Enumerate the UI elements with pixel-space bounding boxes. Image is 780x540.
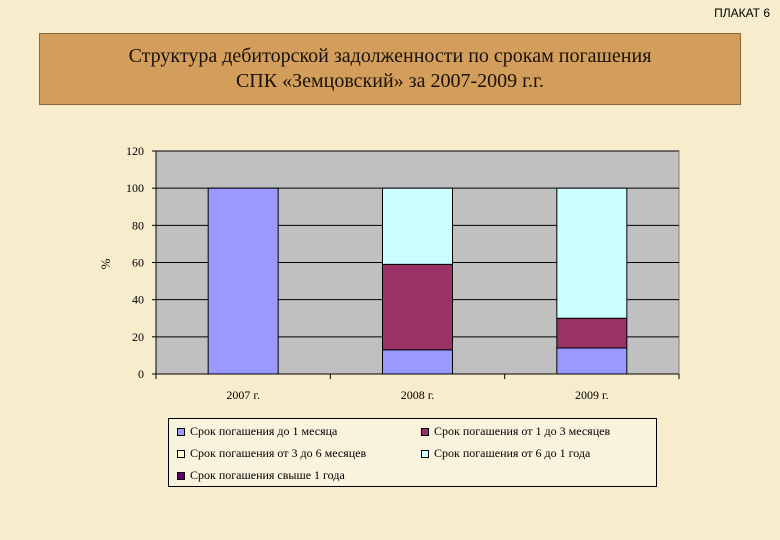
legend-label-3: Срок погашения от 3 до 6 месяцев bbox=[190, 446, 367, 460]
legend-swatch-3 bbox=[177, 449, 185, 458]
bar-3-series-2 bbox=[556, 317, 628, 349]
legend-swatch-1 bbox=[177, 427, 185, 436]
x-tick-label-1: 2007 г. bbox=[226, 388, 260, 402]
y-tick-label-60: 60 bbox=[132, 256, 144, 270]
title-line-1: Структура дебиторской задолженности по с… bbox=[128, 45, 652, 67]
y-tick-label-100: 100 bbox=[126, 181, 144, 195]
y-tick-label-40: 40 bbox=[132, 293, 144, 307]
legend-swatch-4 bbox=[421, 449, 429, 458]
y-axis-title: % bbox=[98, 258, 113, 270]
legend-item-4: Срок погашения от 6 до 1 года bbox=[421, 446, 590, 461]
x-tick-label-2: 2008 г. bbox=[401, 388, 435, 402]
legend-swatch-5 bbox=[177, 471, 185, 480]
bar-2-series-1 bbox=[382, 349, 453, 375]
legend-label-1: Срок погашения до 1 месяца bbox=[190, 424, 338, 438]
legend-item-1: Срок погашения до 1 месяца bbox=[177, 424, 337, 439]
y-tick-label-20: 20 bbox=[132, 330, 144, 344]
title-line-2: СПК «Земцовский» за 2007-2009 г.г. bbox=[235, 70, 545, 92]
legend-label-4: Срок погашения от 6 до 1 года bbox=[434, 446, 591, 460]
legend: Срок погашения до 1 месяца Срок погашени… bbox=[168, 418, 657, 487]
bar-3-series-1 bbox=[556, 347, 628, 375]
bar-3-series-4 bbox=[556, 187, 628, 319]
poster-label: ПЛАКАТ 6 bbox=[714, 6, 770, 20]
legend-item-2: Срок погашения от 1 до 3 месяцев bbox=[421, 424, 610, 439]
bar-1-series-1 bbox=[207, 187, 279, 375]
y-tick-label-80: 80 bbox=[132, 218, 144, 232]
chart-title-box: Структура дебиторской задолженности по с… bbox=[39, 33, 741, 105]
x-tick-label-3: 2009 г. bbox=[575, 388, 609, 402]
legend-item-3: Срок погашения от 3 до 6 месяцев bbox=[177, 446, 366, 461]
legend-label-5: Срок погашения свыше 1 года bbox=[190, 468, 345, 482]
legend-item-5: Срок погашения свыше 1 года bbox=[177, 468, 345, 483]
y-tick-label-120: 120 bbox=[126, 144, 144, 158]
y-tick-label-0: 0 bbox=[138, 367, 144, 381]
legend-swatch-2 bbox=[421, 427, 429, 436]
bar-2-series-2 bbox=[382, 263, 453, 351]
bar-2-series-4 bbox=[382, 187, 453, 265]
legend-label-2: Срок погашения от 1 до 3 месяцев bbox=[434, 424, 611, 438]
